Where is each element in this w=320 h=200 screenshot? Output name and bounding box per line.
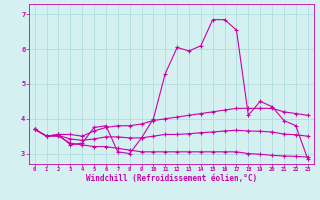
- X-axis label: Windchill (Refroidissement éolien,°C): Windchill (Refroidissement éolien,°C): [86, 174, 257, 183]
